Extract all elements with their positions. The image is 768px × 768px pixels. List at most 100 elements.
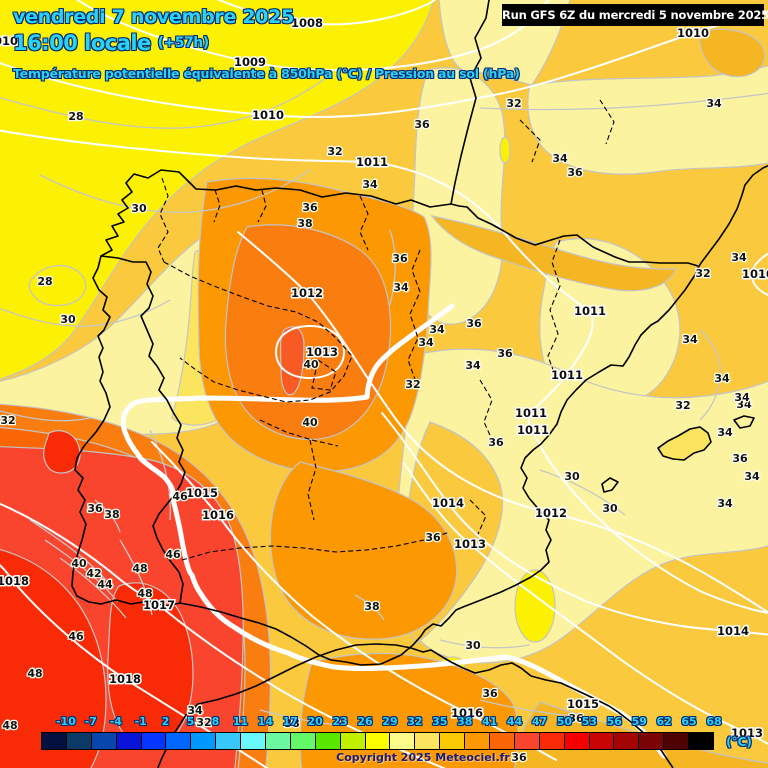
colorbar-tick-label: -1 <box>134 715 147 728</box>
colorbar-tick-label: 59 <box>631 715 647 728</box>
forecast-offset: (+57h) <box>157 35 209 51</box>
colorbar-tick-label: 38 <box>457 715 473 728</box>
colorbar-cell <box>389 732 416 750</box>
colorbar-cell <box>439 732 466 750</box>
theta-label: 40 <box>71 557 87 570</box>
theta-label: 34 <box>706 97 722 110</box>
colorbar-cell <box>513 732 540 750</box>
theta-label: 34 <box>362 178 378 191</box>
colorbar-tick-label: 53 <box>581 715 598 728</box>
colorbar-tick-label: 14 <box>257 715 273 728</box>
theta-label: 34 <box>736 398 752 411</box>
theta-label: 38 <box>104 508 119 521</box>
theta-label: 30 <box>602 502 618 515</box>
theta-label: 36 <box>392 252 408 265</box>
theta-label: 46 <box>68 630 84 643</box>
theta-label: 36 <box>414 118 430 131</box>
colorbar-tick-label: 2 <box>161 715 170 728</box>
pressure-label: 1016 <box>451 706 483 720</box>
colorbar-tick-label: -10 <box>55 715 76 728</box>
colorbar-cell <box>140 732 167 750</box>
theta-label: 34 <box>744 470 760 483</box>
theta-label: 28 <box>68 110 83 123</box>
model-run-info: Run GFS 6Z du mercredi 5 novembre 2025 <box>502 4 768 26</box>
pressure-label: 1009 <box>234 55 266 69</box>
colorbar-tick-label: 62 <box>656 715 672 728</box>
theta-label: 34 <box>734 391 750 404</box>
color-scale-bar <box>41 732 715 750</box>
colorbar-cell <box>215 732 242 750</box>
theta-label: 32 <box>675 399 690 412</box>
theta-label: 46 <box>172 490 188 503</box>
theta-label: 40 <box>302 416 318 429</box>
pressure-label: 1011 <box>515 406 547 420</box>
colorbar-cell <box>588 732 615 750</box>
colorbar-cell <box>563 732 590 750</box>
colorbar-tick-label: 26 <box>357 715 373 728</box>
pressure-label: 1011 <box>517 423 549 437</box>
colorbar-tick-label: 41 <box>482 715 498 728</box>
colorbar-tick-label: -4 <box>109 715 122 728</box>
colorbar-cell <box>339 732 366 750</box>
pressure-label: 1018 <box>109 672 141 686</box>
theta-label: 34 <box>714 372 730 385</box>
theta-label: 42 <box>86 567 101 580</box>
unit-label: (°C) <box>726 735 752 749</box>
colorbar-cell <box>489 732 515 750</box>
theta-label: 34 <box>682 333 698 346</box>
colorbar-cell <box>115 732 142 750</box>
theta-label: 32 <box>196 716 211 729</box>
colorbar-tick-label: 29 <box>382 715 398 728</box>
colorbar-tick-label: 5 <box>186 715 195 728</box>
theta-label: 34 <box>552 152 568 165</box>
theta-label: 32 <box>695 267 710 280</box>
theta-label: 46 <box>165 548 181 561</box>
colorbar-tick-label: 23 <box>332 715 348 728</box>
colorbar-cell <box>41 732 67 750</box>
theta-label: 36 <box>568 712 584 725</box>
pressure-label: 1011 <box>551 368 583 382</box>
theta-label: 36 <box>511 751 527 764</box>
theta-label: 48 <box>132 562 147 575</box>
colorbar-tick-label: 8 <box>211 715 220 728</box>
pressure-label: 1008 <box>291 16 323 30</box>
copyright-text: Copyright 2025 Meteociel.fr <box>336 751 510 764</box>
time-heading: 16:00 locale (+57h) <box>13 31 209 55</box>
colorbar-tick-label: 32 <box>407 715 423 728</box>
colorbar-cell <box>289 732 316 750</box>
colorbar-tick-label: 44 <box>506 715 523 728</box>
colorbar-cell <box>190 732 217 750</box>
colorbar-cell <box>240 732 267 750</box>
pressure-label: 1014 <box>717 624 749 638</box>
theta-label: 32 <box>0 414 15 427</box>
coastline <box>71 0 768 768</box>
theta-label: 34 <box>717 497 733 510</box>
date-heading: vendredi 7 novembre 2025 <box>13 6 295 28</box>
colorbar-cell <box>364 732 391 750</box>
theta-label: 30 <box>131 202 147 215</box>
theta-label: 36 <box>497 347 513 360</box>
theta-label: 34 <box>717 426 733 439</box>
theta-label: 36 <box>425 531 441 544</box>
pressure-label: 1011 <box>574 304 606 318</box>
theta-label: 36 <box>302 201 318 214</box>
theta-labels: 2828303030303032323232323232343434343434… <box>0 96 761 766</box>
pressure-label: 1017 <box>143 598 175 612</box>
colorbar-cell <box>688 732 715 750</box>
theta-label: 48 <box>2 719 17 732</box>
pressure-label: 1016 <box>202 508 234 522</box>
theta-label: 36 <box>567 166 583 179</box>
pressure-label: 1013 <box>306 345 338 359</box>
theta-label: 34 <box>429 323 445 336</box>
theta-label: 40 <box>303 358 319 371</box>
theta-label: 32 <box>405 378 420 391</box>
theta-label: 36 <box>466 317 482 330</box>
pressure-label: 1015 <box>567 697 599 711</box>
map-subtitle: Température potentielle équivalente à 85… <box>13 66 520 81</box>
theta-label: 30 <box>564 470 580 483</box>
theta-label: 32 <box>506 97 521 110</box>
theta-label: 36 <box>732 452 748 465</box>
